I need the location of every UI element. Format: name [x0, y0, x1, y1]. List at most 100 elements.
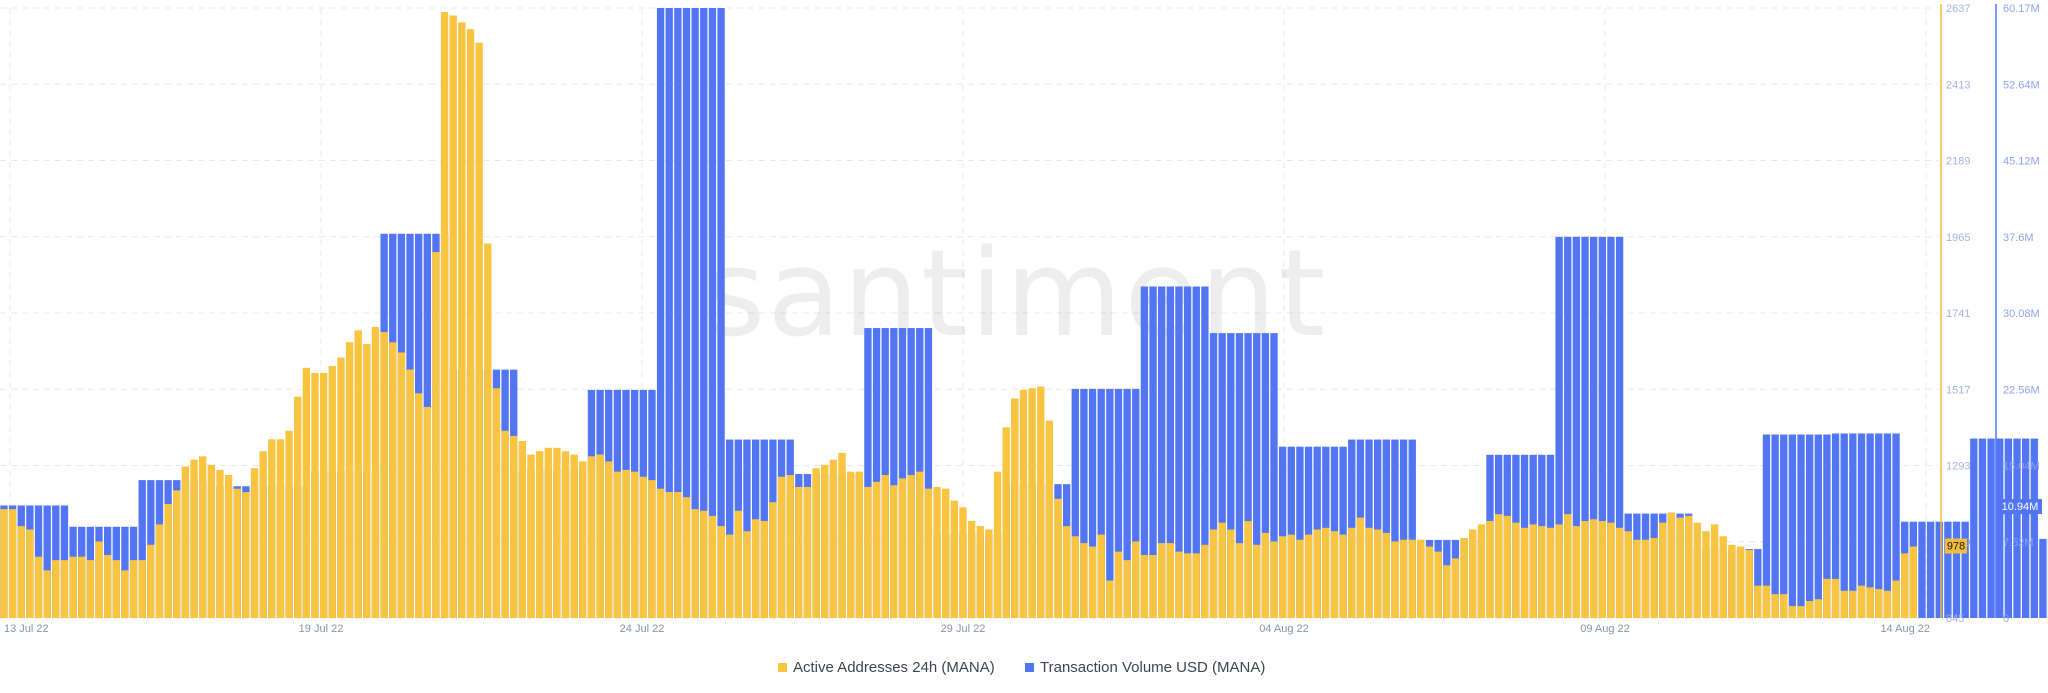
- active-addresses-bar[interactable]: [1494, 514, 1503, 618]
- volume-bar[interactable]: [1788, 434, 1797, 619]
- active-addresses-bar[interactable]: [544, 447, 552, 618]
- active-addresses-bar[interactable]: [69, 556, 77, 618]
- active-addresses-bar[interactable]: [1477, 524, 1486, 618]
- active-addresses-bar[interactable]: [985, 529, 993, 619]
- active-addresses-bar[interactable]: [406, 369, 414, 618]
- active-addresses-bar[interactable]: [242, 492, 250, 618]
- active-addresses-bar[interactable]: [1857, 585, 1866, 618]
- active-addresses-bar[interactable]: [1244, 520, 1252, 618]
- active-addresses-bar[interactable]: [553, 447, 561, 618]
- active-addresses-bar[interactable]: [233, 488, 241, 618]
- volume-bar[interactable]: [864, 328, 872, 618]
- active-addresses-bar[interactable]: [112, 560, 120, 618]
- active-addresses-bar[interactable]: [1304, 534, 1313, 618]
- active-addresses-bar[interactable]: [1641, 539, 1650, 618]
- volume-bar[interactable]: [1253, 333, 1261, 618]
- active-addresses-bar[interactable]: [743, 531, 751, 618]
- active-addresses-bar[interactable]: [976, 526, 984, 618]
- active-addresses-bar[interactable]: [1011, 398, 1019, 618]
- active-addresses-bar[interactable]: [898, 478, 907, 618]
- active-addresses-bar[interactable]: [527, 454, 535, 618]
- active-addresses-bar[interactable]: [700, 510, 708, 618]
- volume-bar[interactable]: [1564, 236, 1572, 618]
- active-addresses-bar[interactable]: [440, 12, 449, 618]
- volume-bar[interactable]: [1140, 286, 1149, 618]
- active-addresses-bar[interactable]: [1330, 531, 1339, 618]
- volume-bar[interactable]: [1823, 434, 1831, 619]
- active-addresses-bar[interactable]: [1883, 590, 1892, 618]
- active-addresses-bar[interactable]: [596, 454, 604, 618]
- active-addresses-bar[interactable]: [415, 393, 423, 618]
- active-addresses-bar[interactable]: [1374, 529, 1382, 619]
- active-addresses-bar[interactable]: [1158, 543, 1166, 618]
- active-addresses-bar[interactable]: [1408, 539, 1416, 618]
- active-addresses-bar[interactable]: [1088, 546, 1097, 618]
- active-addresses-bar[interactable]: [967, 520, 976, 618]
- active-addresses-bar[interactable]: [1728, 544, 1736, 618]
- volume-bar[interactable]: [1408, 439, 1416, 618]
- active-addresses-bar[interactable]: [1106, 580, 1114, 618]
- active-addresses-bar[interactable]: [285, 430, 293, 618]
- active-addresses-bar[interactable]: [1054, 498, 1062, 618]
- volume-bar[interactable]: [674, 8, 682, 618]
- active-addresses-bar[interactable]: [380, 332, 388, 618]
- active-addresses-bar[interactable]: [43, 570, 51, 618]
- active-addresses-bar[interactable]: [1261, 532, 1270, 618]
- active-addresses-bar[interactable]: [881, 475, 889, 618]
- active-addresses-bar[interactable]: [1270, 541, 1278, 618]
- volume-bar[interactable]: [1857, 433, 1866, 618]
- active-addresses-bar[interactable]: [259, 451, 267, 618]
- volume-bar[interactable]: [2013, 438, 2021, 618]
- active-addresses-bar[interactable]: [1745, 549, 1753, 618]
- active-addresses-bar[interactable]: [613, 471, 622, 618]
- active-addresses-bar[interactable]: [458, 22, 466, 619]
- active-addresses-bar[interactable]: [0, 509, 8, 618]
- active-addresses-bar[interactable]: [1615, 527, 1624, 618]
- active-addresses-bar[interactable]: [1235, 543, 1244, 618]
- volume-bar[interactable]: [1244, 333, 1252, 618]
- active-addresses-bar[interactable]: [829, 459, 838, 618]
- active-addresses-bar[interactable]: [1667, 512, 1676, 618]
- active-addresses-bar[interactable]: [78, 556, 86, 618]
- active-addresses-bar[interactable]: [1399, 539, 1408, 618]
- active-addresses-bar[interactable]: [864, 486, 872, 618]
- active-addresses-bar[interactable]: [268, 439, 276, 618]
- active-addresses-bar[interactable]: [1805, 600, 1814, 618]
- active-addresses-bar[interactable]: [1676, 517, 1684, 618]
- volume-bar[interactable]: [43, 505, 51, 618]
- active-addresses-bar[interactable]: [26, 529, 34, 619]
- active-addresses-bar[interactable]: [942, 488, 950, 618]
- active-addresses-bar[interactable]: [199, 456, 207, 618]
- active-addresses-bar[interactable]: [890, 485, 898, 618]
- active-addresses-bar[interactable]: [1866, 587, 1874, 618]
- volume-bar[interactable]: [1840, 433, 1848, 618]
- active-addresses-bar[interactable]: [1382, 532, 1390, 618]
- active-addresses-bar[interactable]: [319, 372, 328, 618]
- active-addresses-bar[interactable]: [1901, 553, 1909, 618]
- volume-bar[interactable]: [656, 8, 665, 618]
- active-addresses-bar[interactable]: [60, 560, 69, 618]
- volume-bar[interactable]: [1883, 433, 1892, 618]
- active-addresses-bar[interactable]: [1840, 590, 1848, 618]
- volume-bar[interactable]: [1071, 388, 1079, 618]
- active-addresses-bar[interactable]: [1814, 599, 1822, 618]
- active-addresses-bar[interactable]: [1546, 527, 1555, 618]
- volume-bar[interactable]: [898, 328, 907, 618]
- active-addresses-bar[interactable]: [1019, 389, 1028, 618]
- volume-bar[interactable]: [1192, 286, 1200, 618]
- volume-bar[interactable]: [1555, 236, 1563, 618]
- active-addresses-bar[interactable]: [1633, 539, 1641, 618]
- active-addresses-bar[interactable]: [639, 476, 647, 618]
- active-addresses-bar[interactable]: [371, 326, 380, 618]
- active-addresses-bar[interactable]: [250, 468, 259, 618]
- active-addresses-bar[interactable]: [726, 534, 734, 618]
- legend-label-active-addresses[interactable]: Active Addresses 24h (MANA): [793, 659, 995, 676]
- active-addresses-bar[interactable]: [1788, 606, 1797, 618]
- active-addresses-bar[interactable]: [1710, 524, 1719, 618]
- active-addresses-bar[interactable]: [1140, 555, 1149, 618]
- volume-bar[interactable]: [691, 8, 699, 618]
- legend-label-transaction-volume[interactable]: Transaction Volume USD (MANA): [1040, 659, 1265, 676]
- active-addresses-bar[interactable]: [1114, 551, 1123, 618]
- active-addresses-bar[interactable]: [1296, 539, 1304, 618]
- volume-bar[interactable]: [1892, 433, 1900, 618]
